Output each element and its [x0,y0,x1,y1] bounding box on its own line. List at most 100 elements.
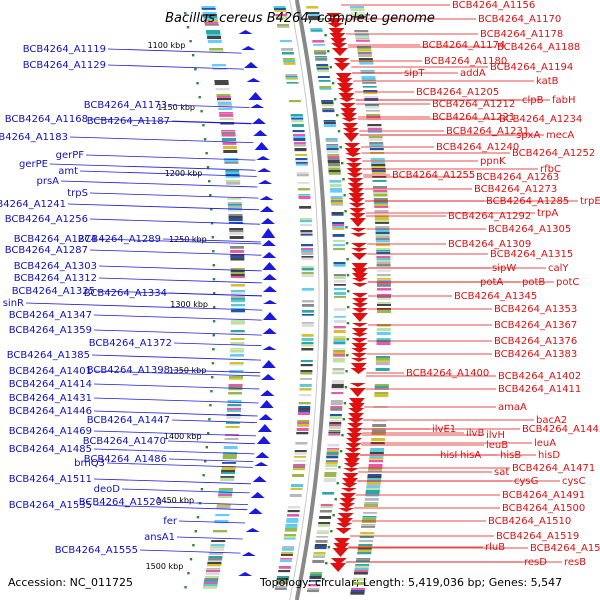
right-gene-label: BCB4264_A1353 [494,304,577,315]
annotation-band [296,172,309,175]
annotation-band [290,488,303,490]
annotation-band [204,20,218,24]
annotation-band [229,362,244,365]
ring-dot [189,40,192,43]
annotation-band [366,116,381,119]
annotation-band [374,214,389,216]
annotation-band [314,544,327,547]
annotation-band [333,326,346,329]
annotation-band [295,162,308,164]
annotation-band [351,16,366,18]
forward-gene-arrow [260,390,275,396]
left-leader-line [89,249,262,256]
reverse-gene-arrow [349,208,366,214]
reverse-gene-arrow [351,353,368,358]
annotation-band [374,210,389,213]
annotation-band [214,520,229,524]
right-gene-label: BCB4264_A1221 [432,112,515,123]
annotation-band [328,170,341,174]
right-gene-label: BCB4264_A1252 [512,148,595,159]
annotation-band [296,164,308,166]
right-gene-label: ilvB [466,428,484,439]
annotation-band [300,224,313,227]
annotation-band [359,62,374,65]
left-leader-line [91,354,261,361]
left-gene-label: BCB4264_A1414 [9,379,92,390]
left-leader-line [93,397,259,404]
annotation-band [206,570,220,573]
annotation-band [370,160,385,164]
reverse-gene-arrow [326,18,343,26]
annotation-band [376,256,391,259]
annotation-band [367,476,382,479]
right-gene-label: resB [564,557,586,568]
left-gene-label: BCB4264_A1312 [14,273,97,284]
annotation-band [332,240,345,242]
annotation-band [318,80,331,82]
annotation-band [222,138,236,142]
left-leader-line [176,536,243,540]
ring-dot [346,338,349,341]
annotation-band [227,404,242,407]
annotation-band [333,338,346,342]
annotation-band [331,214,344,216]
annotation-band [368,466,383,468]
annotation-band [230,330,245,334]
forward-gene-arrow [256,156,271,160]
ring-dot [336,482,339,485]
ring-dot [186,26,190,29]
annotation-band [227,202,242,205]
annotation-band [319,510,332,513]
annotation-band [376,332,391,335]
annotation-band [369,452,384,456]
left-gene-label: gerPF [56,150,85,161]
reverse-gene-arrow [347,418,364,424]
ring-dot [210,222,214,225]
annotation-band [297,188,310,191]
reverse-gene-arrow [348,198,365,204]
annotation-band [291,124,304,127]
left-gene-label: prsA [36,176,59,187]
annotation-band [327,444,340,447]
reverse-gene-arrow [342,128,359,134]
annotation-band [228,206,242,209]
annotation-band [282,546,295,548]
reverse-gene-arrow [351,348,368,353]
annotation-band [315,540,328,543]
annotation-band [371,430,386,433]
annotation-band [331,386,344,390]
annotation-band [368,138,383,141]
forward-gene-arrow [260,206,275,212]
annotation-band [375,236,390,239]
annotation-band [218,488,233,491]
ring-dot [337,130,341,133]
annotation-band [326,452,339,455]
annotation-band [327,448,339,450]
annotation-band [226,410,241,413]
annotation-band [228,214,243,217]
ring-dot [204,460,207,463]
annotation-band [275,16,288,20]
annotation-band [295,158,308,161]
annotation-band [220,478,235,482]
forward-gene-arrow [256,436,271,444]
reverse-gene-arrow [351,313,368,322]
annotation-band [333,244,345,247]
reverse-gene-arrow [337,513,354,520]
annotation-band [301,342,314,345]
annotation-band [208,558,223,561]
annotation-band [280,554,293,556]
forward-gene-arrow [259,400,274,408]
left-gene-label: BCB4264_A1173 [84,100,167,111]
annotation-band [298,408,311,411]
ring-dot [346,354,349,357]
forward-gene-arrow [254,142,269,150]
left-gene-label: BCB4264_A1469 [9,426,92,437]
forward-gene-arrow [261,374,276,380]
ring-dot [343,194,346,197]
annotation-band [230,276,245,279]
annotation-band [374,206,389,209]
ring-dot [210,390,213,393]
ring-dot [184,12,187,15]
forward-gene-arrow [241,46,256,50]
